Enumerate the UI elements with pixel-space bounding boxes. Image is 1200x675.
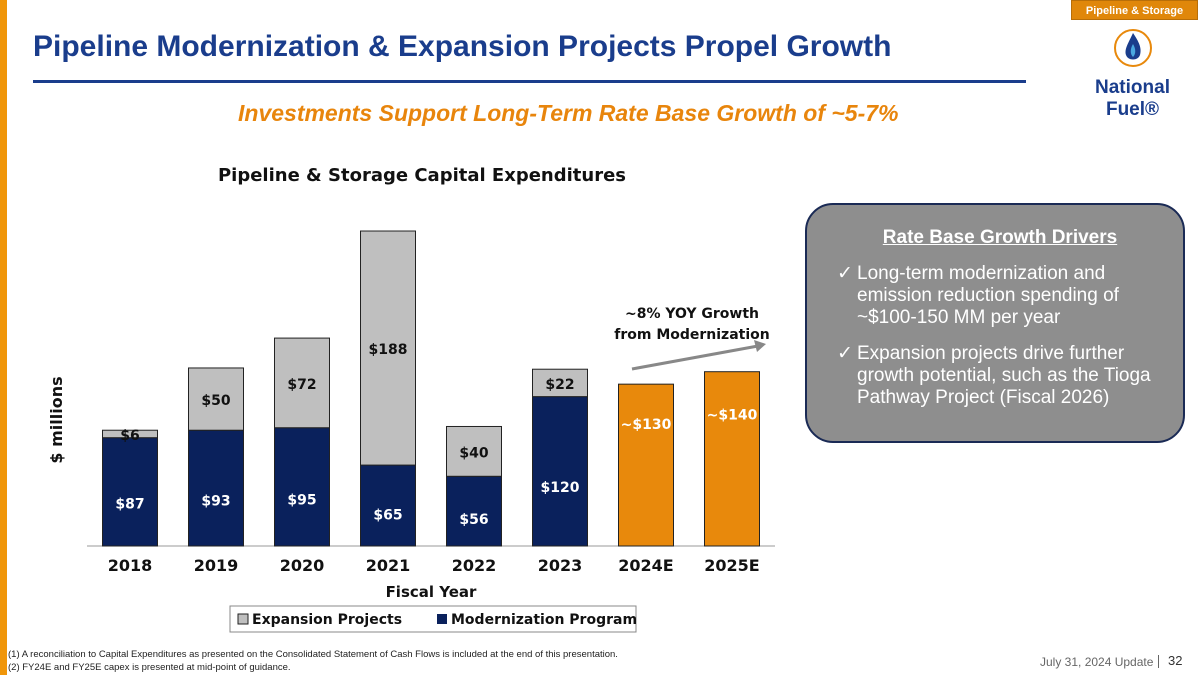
- data-label: $120: [541, 480, 580, 496]
- x-tick-label: 2023: [538, 556, 583, 575]
- data-label: $87: [115, 497, 144, 513]
- footnotes: (1) A reconciliation to Capital Expendit…: [8, 648, 618, 674]
- legend-box: [229, 605, 637, 633]
- bar-modernization-program: [532, 396, 588, 547]
- flame-logo-icon: [1113, 29, 1152, 67]
- bar-modernization-program: [274, 427, 330, 547]
- data-label: $72: [287, 377, 316, 393]
- x-tick-label: 2024E: [618, 556, 673, 575]
- y-axis-label: $ millions: [47, 376, 66, 463]
- legend-label: Modernization Program: [451, 612, 637, 628]
- data-label: $40: [459, 445, 488, 461]
- update-date: July 31, 2024 Update: [1040, 655, 1154, 669]
- check-icon: ✓: [837, 343, 853, 364]
- logo: National Fuel®: [1075, 28, 1190, 121]
- bar-guidance: [618, 383, 674, 547]
- x-tick-label: 2021: [366, 556, 411, 575]
- x-axis-label: Fiscal Year: [386, 583, 477, 601]
- data-label: $56: [459, 512, 488, 528]
- bar-modernization-program: [102, 437, 158, 547]
- capex-chart: Pipeline & Storage Capital Expenditures $…: [47, 165, 775, 633]
- divider: [1158, 655, 1159, 668]
- arrow-head-icon: [754, 340, 766, 352]
- page-title: Pipeline Modernization & Expansion Proje…: [33, 30, 892, 63]
- data-label: ~$130: [621, 417, 672, 433]
- check-icon: ✓: [837, 263, 853, 284]
- x-tick-label: 2022: [452, 556, 497, 575]
- chart-title: Pipeline & Storage Capital Expenditures: [218, 165, 626, 186]
- bar-expansion-projects: [274, 337, 330, 429]
- data-label: $50: [201, 393, 230, 409]
- bar-modernization-program: [360, 464, 416, 547]
- callout-title: Rate Base Growth Drivers: [882, 227, 1118, 248]
- x-tick-label: 2025E: [704, 556, 759, 575]
- legend-swatch-modernization: [437, 614, 447, 624]
- legend-swatch-expansion: [237, 613, 249, 625]
- title-divider: [33, 80, 1026, 83]
- bar-guidance: [704, 371, 760, 547]
- bar-expansion-projects: [102, 429, 158, 439]
- data-label: $93: [201, 494, 230, 510]
- annotation-line2: from Modernization: [614, 327, 769, 343]
- bar-expansion-projects: [360, 230, 416, 466]
- data-label: $22: [545, 377, 574, 393]
- callout-item: ✓ Expansion projects drive further growth…: [837, 343, 1151, 408]
- footnote: (2) FY24E and FY25E capex is presented a…: [8, 662, 291, 673]
- accent-bar: [0, 0, 7, 675]
- bar-expansion-projects: [446, 425, 502, 477]
- rate-base-callout: Rate Base Growth Drivers ✓ Long-term mode…: [805, 203, 1185, 443]
- callout-item: ✓ Long-term modernization and emission re…: [837, 263, 1119, 328]
- bar-expansion-projects: [532, 368, 588, 398]
- legend-label: Expansion Projects: [252, 612, 402, 628]
- section-tag: Pipeline & Storage: [1071, 0, 1198, 20]
- x-tick-label: 2019: [194, 556, 239, 575]
- data-label: $65: [373, 508, 402, 524]
- page-number: 32: [1168, 653, 1183, 668]
- annotation-line1: ~8% YOY Growth: [625, 306, 759, 322]
- x-tick-label: 2020: [280, 556, 325, 575]
- growth-arrow: [631, 344, 759, 371]
- data-label: $6: [120, 428, 139, 444]
- data-label: $188: [369, 342, 408, 358]
- logo-text: National Fuel®: [1095, 77, 1170, 120]
- bar-expansion-projects: [188, 367, 244, 431]
- subtitle: Investments Support Long-Term Rate Base …: [238, 100, 899, 126]
- x-tick-label: 2018: [108, 556, 153, 575]
- data-label: $95: [287, 493, 316, 509]
- bar-modernization-program: [188, 429, 244, 547]
- data-label: ~$140: [707, 408, 758, 424]
- footnote: (1) A reconciliation to Capital Expendit…: [8, 649, 618, 660]
